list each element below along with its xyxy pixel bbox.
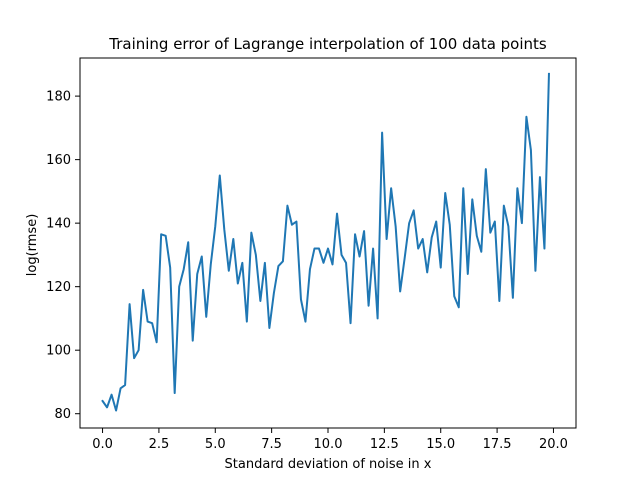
x-tick-label: 12.5 xyxy=(370,437,399,452)
x-tick-label: 5.0 xyxy=(205,437,226,452)
x-axis-title: Standard deviation of noise in x xyxy=(225,457,432,472)
chart-title: Training error of Lagrange interpolation… xyxy=(108,35,547,53)
x-tick-label: 0.0 xyxy=(92,437,113,452)
y-tick-label: 80 xyxy=(54,407,71,422)
x-tick-label: 2.5 xyxy=(149,437,170,452)
y-tick-label: 140 xyxy=(46,217,71,232)
y-tick-label: 180 xyxy=(46,90,71,105)
y-tick-label: 120 xyxy=(46,280,71,295)
x-tick-label: 7.5 xyxy=(261,437,282,452)
x-tick-label: 20.0 xyxy=(539,437,568,452)
series-line-0 xyxy=(101,72,550,412)
x-tick-label: 17.5 xyxy=(483,437,512,452)
y-axis-title: log(rmse) xyxy=(25,214,40,277)
y-tick-label: 100 xyxy=(46,344,71,359)
plot-area: 0.0 2.5 5.0 7.5 10.0 12.5 15.0 17.5 20.0 80 100 120… xyxy=(46,57,577,452)
x-tick-label: 15.0 xyxy=(426,437,455,452)
x-tick-label: 10.0 xyxy=(314,437,343,452)
y-tick-label: 160 xyxy=(46,153,71,168)
